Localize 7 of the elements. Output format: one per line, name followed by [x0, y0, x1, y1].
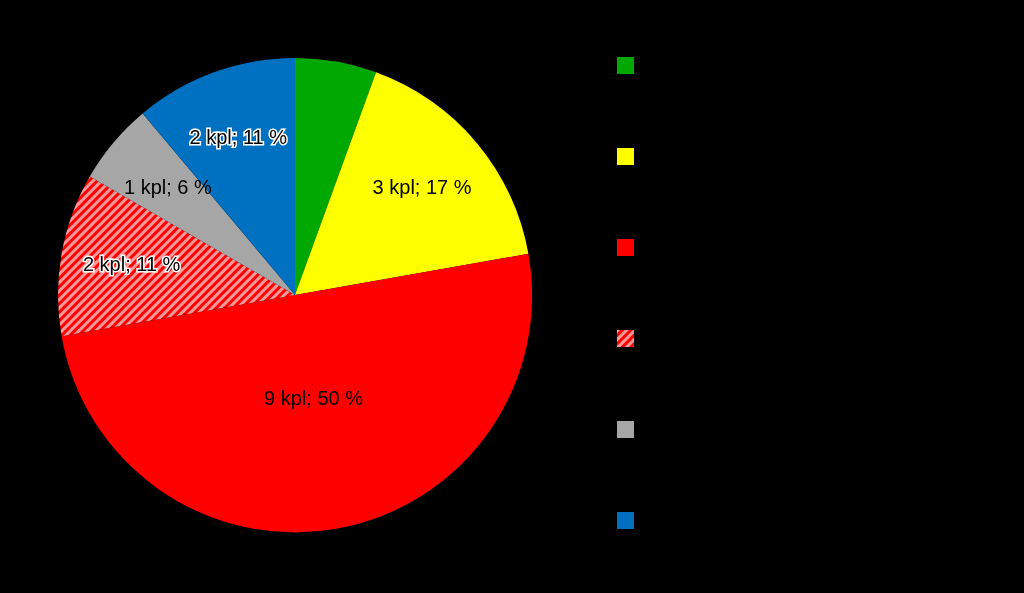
pie-slice [61, 253, 532, 533]
data-label: 9 kpl; 50 % [264, 387, 364, 410]
pie-slice [58, 176, 295, 337]
data-label: 2 kpl; 11 % [82, 253, 181, 276]
data-label: 2 kpl; 11 % [189, 126, 288, 149]
data-label: 3 kpl; 17 % [372, 175, 472, 198]
pie-slice [295, 72, 529, 295]
